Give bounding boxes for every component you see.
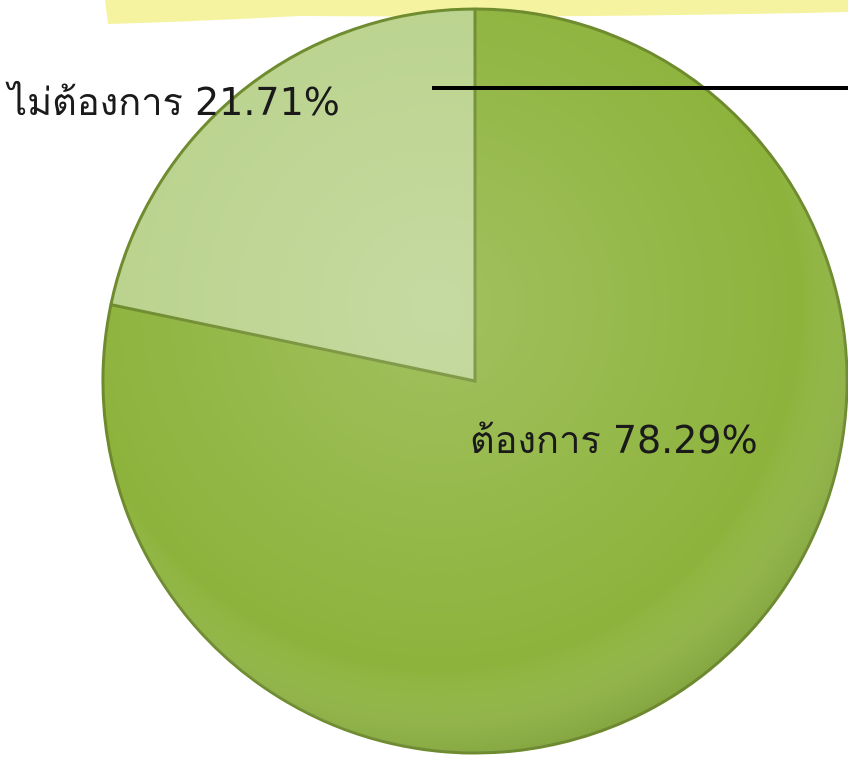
category-name: ต้องการ — [470, 418, 601, 462]
labels: ต้องการ 78.29% ไม่ต้องการ 21.71% — [5, 80, 758, 462]
slice-label: ไม่ต้องการ 21.71% — [5, 80, 340, 124]
value-label: 21.71% — [195, 80, 340, 124]
slice-label: ต้องการ 78.29% — [470, 418, 758, 462]
value-label: 78.29% — [613, 418, 758, 462]
category-name: ไม่ต้องการ — [5, 80, 183, 124]
